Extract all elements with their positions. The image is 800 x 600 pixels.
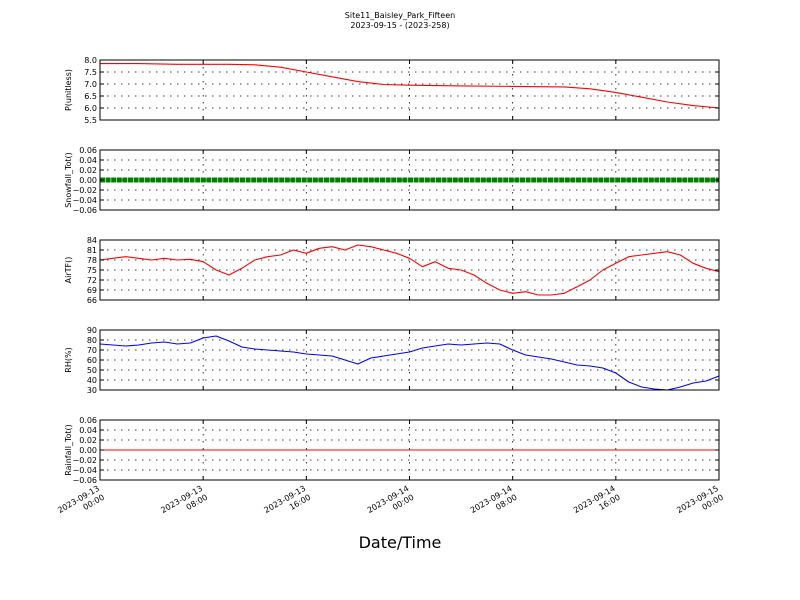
x-tick-label: 2023-09-1400:00 xyxy=(366,484,416,524)
y-tick-label: 69 xyxy=(87,286,97,295)
y-tick-label: −0.06 xyxy=(72,476,97,485)
y-tick-label: −0.02 xyxy=(72,186,97,195)
series-line xyxy=(99,244,720,296)
y-tick-label: 0.04 xyxy=(79,426,97,435)
series-line xyxy=(100,63,720,109)
y-tick-label: −0.02 xyxy=(72,456,97,465)
panel-1: 0.060.040.020.00−0.02−0.04−0.06Snowfall_… xyxy=(64,146,720,215)
x-axis-label: Date/Time xyxy=(358,533,442,552)
y-axis-label: P(unitless) xyxy=(64,69,73,111)
x-tick-label: 2023-09-1408:00 xyxy=(469,484,519,524)
y-axis-label: AirTF() xyxy=(64,257,73,284)
y-tick-label: −0.04 xyxy=(72,196,97,205)
y-tick-label: 0.06 xyxy=(79,146,97,155)
y-axis-label: Snowfall_Tot() xyxy=(64,152,73,208)
chart-subtitle: 2023-09-15 - (2023-258) xyxy=(350,21,450,30)
y-axis-label: RH(%) xyxy=(64,347,73,372)
y-tick-label: 0.06 xyxy=(79,416,97,425)
y-tick-label: 7.5 xyxy=(84,68,97,77)
y-tick-label: 7.0 xyxy=(84,80,97,89)
y-tick-label: 84 xyxy=(87,236,97,245)
x-tick-label: 2023-09-1316:00 xyxy=(263,484,313,524)
panel-4: 0.060.040.020.00−0.02−0.04−0.06Rainfall_… xyxy=(64,416,720,485)
series-line xyxy=(99,335,720,391)
y-tick-label: 30 xyxy=(87,386,97,395)
y-tick-label: 0.00 xyxy=(79,176,97,185)
y-tick-label: 8.0 xyxy=(84,56,97,65)
y-tick-label: 5.5 xyxy=(84,116,97,125)
y-tick-label: 72 xyxy=(87,276,97,285)
y-tick-label: −0.04 xyxy=(72,466,97,475)
y-tick-label: 6.0 xyxy=(84,104,97,113)
panel-0: 8.0 7.5 7.0 6.5 6.0 5.5 P(unitless) xyxy=(64,56,720,125)
axes-frame xyxy=(99,59,720,121)
y-tick-label: 81 xyxy=(87,246,97,255)
y-tick-label: 70 xyxy=(87,346,97,355)
y-tick-label: 40 xyxy=(87,376,97,385)
y-tick-label: 6.5 xyxy=(84,92,97,101)
y-tick-label: 75 xyxy=(87,266,97,275)
x-tick-label: 2023-09-1416:00 xyxy=(572,484,622,524)
y-tick-label: 0.02 xyxy=(79,166,97,175)
y-tick-label: 90 xyxy=(87,326,97,335)
y-tick-label: 50 xyxy=(87,366,97,375)
y-tick-label: −0.06 xyxy=(72,206,97,215)
x-tick-label: 2023-09-1308:00 xyxy=(159,484,209,524)
chart-title: Site11_Baisley_Park_Fifteen xyxy=(344,11,456,20)
y-tick-label: 0.02 xyxy=(79,436,97,445)
x-tick-label: 2023-09-1500:00 xyxy=(675,484,725,524)
y-tick-label: 60 xyxy=(87,356,97,365)
y-tick-label: 78 xyxy=(87,256,97,265)
y-tick-label: 0.04 xyxy=(79,156,97,165)
y-tick-label: 0.00 xyxy=(79,446,97,455)
y-axis-label: Rainfall_Tot() xyxy=(64,424,73,476)
y-tick-label: 80 xyxy=(87,336,97,345)
y-tick-label: 66 xyxy=(87,296,97,305)
x-tick-label: 2023-09-1300:00 xyxy=(56,484,106,524)
